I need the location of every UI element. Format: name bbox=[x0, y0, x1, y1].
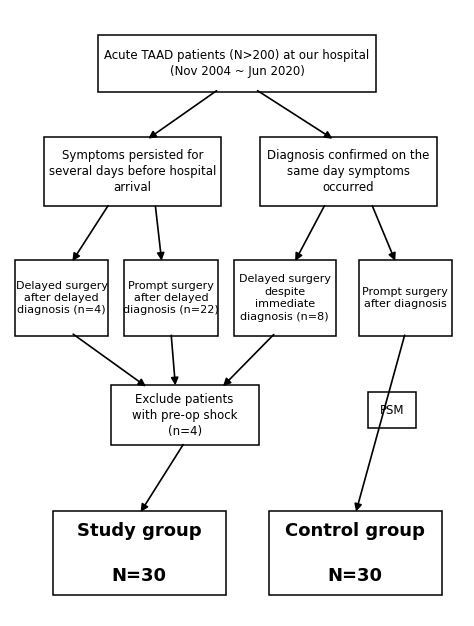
FancyBboxPatch shape bbox=[359, 260, 452, 336]
FancyBboxPatch shape bbox=[53, 511, 226, 595]
FancyBboxPatch shape bbox=[234, 260, 336, 336]
FancyBboxPatch shape bbox=[44, 137, 221, 207]
Text: Diagnosis confirmed on the
same day symptoms
occurred: Diagnosis confirmed on the same day symp… bbox=[267, 149, 429, 194]
Text: Control group

N=30: Control group N=30 bbox=[285, 522, 425, 585]
FancyBboxPatch shape bbox=[15, 260, 109, 336]
Text: Symptoms persisted for
several days before hospital
arrival: Symptoms persisted for several days befo… bbox=[49, 149, 216, 194]
Text: Prompt surgery
after delayed
diagnosis (n=22): Prompt surgery after delayed diagnosis (… bbox=[123, 280, 219, 316]
Text: Acute TAAD patients (N>200) at our hospital
(Nov 2004 ~ Jun 2020): Acute TAAD patients (N>200) at our hospi… bbox=[104, 49, 370, 78]
Text: Delayed surgery
after delayed
diagnosis (n=4): Delayed surgery after delayed diagnosis … bbox=[16, 280, 108, 316]
Text: Prompt surgery
after diagnosis: Prompt surgery after diagnosis bbox=[363, 287, 448, 309]
FancyBboxPatch shape bbox=[368, 393, 416, 428]
Text: PSM: PSM bbox=[380, 404, 404, 417]
Text: Exclude patients
with pre-op shock
(n=4): Exclude patients with pre-op shock (n=4) bbox=[132, 393, 237, 438]
FancyBboxPatch shape bbox=[269, 511, 442, 595]
Text: Delayed surgery
despite
immediate
diagnosis (n=8): Delayed surgery despite immediate diagno… bbox=[239, 274, 331, 322]
FancyBboxPatch shape bbox=[98, 35, 376, 92]
FancyBboxPatch shape bbox=[124, 260, 218, 336]
FancyBboxPatch shape bbox=[260, 137, 437, 207]
Text: Study group

N=30: Study group N=30 bbox=[77, 522, 201, 585]
FancyBboxPatch shape bbox=[111, 385, 259, 445]
